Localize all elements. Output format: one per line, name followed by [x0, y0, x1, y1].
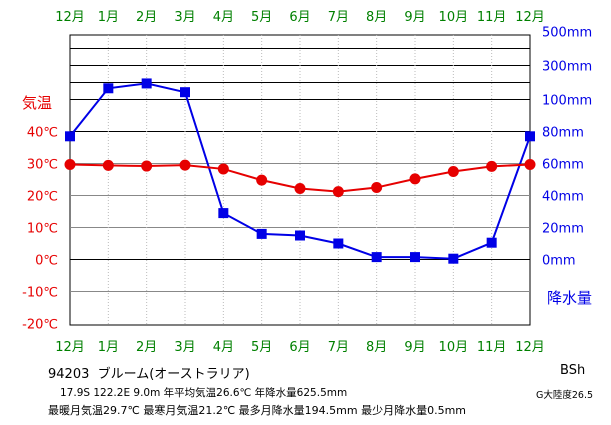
climate-chart: 12月 1月 2月 3月 4月 5月 6月 7月 8月 9月 10月 11月 12月 12月 1月 2月 3月… — [22, 10, 592, 355]
precipitation-series — [65, 78, 535, 264]
month-label-bottom: 4月 — [213, 340, 234, 355]
station-title: 94203 ブルーム(オーストラリア) — [48, 363, 250, 382]
month-label-bottom: 10月 — [439, 340, 469, 355]
precipitation-tick-label: 300mm — [542, 60, 592, 75]
month-label-top: 2月 — [136, 10, 157, 25]
month-label-top: 12月 — [515, 10, 545, 25]
precipitation-point — [218, 208, 229, 219]
month-label-top: 12月 — [55, 10, 85, 25]
month-label-top: 3月 — [174, 10, 195, 25]
temperature-tick-label: -20℃ — [22, 318, 58, 333]
top-month-labels: 12月 1月 2月 3月 4月 5月 6月 7月 8月 9月 10月 11月 12月 — [55, 10, 545, 25]
temperature-tick-label: -10℃ — [22, 286, 58, 301]
precipitation-point — [103, 83, 114, 94]
temperature-point — [486, 160, 498, 172]
month-label-bottom: 12月 — [515, 340, 545, 355]
precipitation-point — [256, 228, 267, 239]
month-label-bottom: 5月 — [251, 340, 272, 355]
precipitation-axis-ticks: 500mm 300mm 100mm 80mm 60mm 40mm 20mm 0mm — [542, 26, 592, 269]
precipitation-point — [448, 253, 459, 264]
temperature-point — [179, 159, 191, 171]
continentality-index: G大陸度26.5 — [536, 390, 594, 401]
temperature-point — [141, 160, 153, 172]
month-label-bottom: 1月 — [98, 340, 119, 355]
temperature-point — [64, 158, 76, 170]
temperature-point — [294, 182, 306, 194]
precipitation-point — [180, 87, 190, 98]
precipitation-point — [295, 230, 305, 241]
month-label-bottom: 2月 — [136, 340, 157, 355]
month-label-top: 1月 — [98, 10, 119, 25]
station-name: ブルーム(オーストラリア) — [97, 367, 250, 382]
temperature-point — [217, 163, 229, 175]
month-label-bottom: 9月 — [404, 340, 425, 355]
month-label-bottom: 3月 — [174, 340, 195, 355]
temperature-point — [256, 174, 268, 186]
precipitation-tick-label: 80mm — [542, 126, 584, 141]
station-stats-line-2: 最暖月気温29.7℃ 最寒月気温21.2℃ 最多月降水量194.5mm 最少月降… — [48, 404, 467, 417]
precipitation-point — [65, 131, 75, 142]
station-stats-line-1: 17.9S 122.2E 9.0m 年平均気温26.6℃ 年降水量625.5mm — [60, 387, 348, 399]
month-label-bottom: 6月 — [289, 340, 310, 355]
month-label-bottom: 12月 — [55, 340, 85, 355]
precipitation-tick-label: 60mm — [542, 158, 584, 173]
climate-classification: BSh — [560, 363, 586, 378]
temperature-point — [409, 173, 421, 185]
precipitation-point — [410, 252, 420, 263]
station-number: 94203 — [48, 367, 90, 382]
month-label-bottom: 8月 — [366, 340, 387, 355]
month-label-top: 5月 — [251, 10, 272, 25]
precipitation-axis-title: 降水量 — [547, 289, 592, 307]
precipitation-tick-label: 0mm — [542, 254, 576, 269]
temperature-tick-label: 40℃ — [27, 126, 58, 141]
temperature-point — [371, 182, 383, 193]
bottom-month-labels: 12月 1月 2月 3月 4月 5月 6月 7月 8月 9月 10月 11月 12月 — [55, 340, 545, 355]
precipitation-point — [141, 78, 152, 89]
precipitation-point — [486, 237, 497, 248]
month-label-top: 6月 — [289, 10, 310, 25]
temperature-tick-label: 30℃ — [27, 158, 58, 173]
precipitation-tick-label: 500mm — [542, 26, 592, 41]
temperature-point — [524, 158, 536, 170]
temperature-tick-label: 20℃ — [27, 190, 58, 205]
month-label-top: 9月 — [404, 10, 425, 25]
temperature-axis-ticks: 40℃ 30℃ 20℃ 10℃ 0℃ -10℃ -20℃ — [22, 126, 58, 333]
grid-lines — [69, 34, 531, 326]
month-label-top: 10月 — [439, 10, 469, 25]
month-label-top: 11月 — [477, 10, 507, 25]
temperature-tick-label: 0℃ — [35, 254, 58, 269]
precipitation-tick-label: 20mm — [542, 222, 584, 237]
month-label-bottom: 7月 — [328, 340, 349, 355]
temperature-series — [64, 158, 536, 198]
temperature-point — [332, 186, 344, 198]
temperature-tick-label: 10℃ — [27, 222, 58, 237]
precipitation-point — [333, 238, 344, 249]
temperature-axis-title: 気温 — [22, 94, 52, 112]
month-label-top: 4月 — [213, 10, 234, 25]
month-label-top: 8月 — [366, 10, 387, 25]
precipitation-tick-label: 100mm — [542, 94, 592, 109]
temperature-point — [447, 166, 459, 177]
precipitation-point — [371, 252, 382, 263]
precipitation-point — [525, 131, 535, 142]
precipitation-tick-label: 40mm — [542, 190, 584, 205]
month-label-top: 7月 — [328, 10, 349, 25]
temperature-point — [102, 159, 114, 171]
month-label-bottom: 11月 — [477, 340, 507, 355]
